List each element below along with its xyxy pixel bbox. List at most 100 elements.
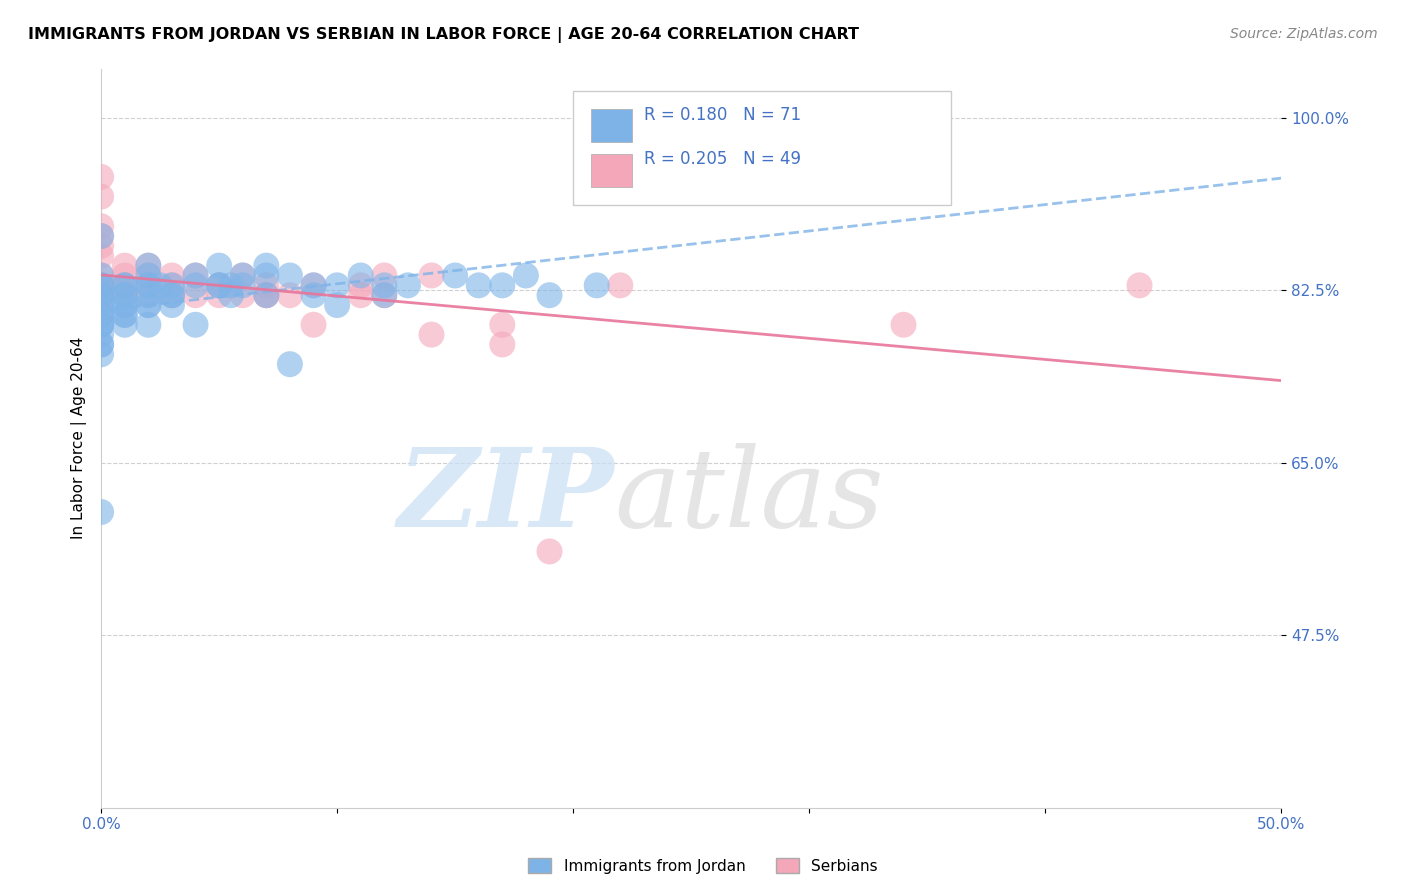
Point xyxy=(90,327,112,342)
Point xyxy=(278,357,301,371)
Point xyxy=(278,288,301,302)
Point xyxy=(136,259,159,273)
Point xyxy=(160,278,183,293)
Point xyxy=(136,268,159,283)
Point xyxy=(90,308,112,322)
Point xyxy=(681,150,703,164)
Point xyxy=(90,298,112,312)
Point xyxy=(136,278,159,293)
Point xyxy=(90,337,112,351)
Point xyxy=(538,288,561,302)
Point xyxy=(467,278,489,293)
Point xyxy=(90,249,112,263)
Text: R = 0.180   N = 71: R = 0.180 N = 71 xyxy=(644,106,801,124)
Point xyxy=(184,318,207,332)
FancyBboxPatch shape xyxy=(591,153,633,186)
Point xyxy=(90,318,112,332)
Point xyxy=(326,278,349,293)
Point xyxy=(491,278,513,293)
Point xyxy=(350,288,373,302)
Point xyxy=(184,288,207,302)
Point xyxy=(136,298,159,312)
Point xyxy=(208,278,231,293)
Point xyxy=(136,318,159,332)
Point xyxy=(136,278,159,293)
Point xyxy=(208,278,231,293)
Point xyxy=(90,298,112,312)
Point xyxy=(160,268,183,283)
Point xyxy=(114,268,136,283)
Point xyxy=(491,318,513,332)
Point xyxy=(90,318,112,332)
Point xyxy=(90,169,112,184)
Point xyxy=(232,268,254,283)
Point xyxy=(90,278,112,293)
Point xyxy=(90,505,112,519)
Point xyxy=(208,259,231,273)
Point xyxy=(373,278,395,293)
Point xyxy=(350,278,373,293)
Point xyxy=(90,268,112,283)
Point xyxy=(136,278,159,293)
Point xyxy=(184,278,207,293)
Point xyxy=(90,288,112,302)
Point xyxy=(136,288,159,302)
Legend: Immigrants from Jordan, Serbians: Immigrants from Jordan, Serbians xyxy=(522,852,884,880)
Point xyxy=(350,268,373,283)
Point xyxy=(90,288,112,302)
Point xyxy=(219,288,242,302)
Point xyxy=(254,288,277,302)
Point xyxy=(160,288,183,302)
Point xyxy=(114,298,136,312)
Point xyxy=(160,298,183,312)
Point xyxy=(90,189,112,203)
Text: atlas: atlas xyxy=(614,443,884,551)
Point xyxy=(515,268,537,283)
Point xyxy=(254,268,277,283)
Point xyxy=(1128,278,1150,293)
Point xyxy=(373,288,395,302)
Point xyxy=(302,288,325,302)
Point xyxy=(90,219,112,234)
Point xyxy=(302,278,325,293)
Point xyxy=(893,318,915,332)
Point xyxy=(114,278,136,293)
Point xyxy=(396,278,419,293)
Point xyxy=(491,337,513,351)
Point xyxy=(90,288,112,302)
Point xyxy=(136,259,159,273)
Point xyxy=(326,298,349,312)
Point xyxy=(373,268,395,283)
Point xyxy=(254,288,277,302)
Point xyxy=(90,288,112,302)
Point xyxy=(114,288,136,302)
Point xyxy=(208,278,231,293)
Point xyxy=(90,268,112,283)
Point xyxy=(184,268,207,283)
Point xyxy=(232,288,254,302)
Text: ZIP: ZIP xyxy=(398,443,614,551)
Point xyxy=(538,544,561,558)
Point xyxy=(160,288,183,302)
Point xyxy=(149,278,172,293)
Point xyxy=(302,318,325,332)
Point xyxy=(114,278,136,293)
Point xyxy=(114,288,136,302)
Y-axis label: In Labor Force | Age 20-64: In Labor Force | Age 20-64 xyxy=(72,337,87,540)
Point xyxy=(90,347,112,361)
Point xyxy=(208,288,231,302)
Point xyxy=(302,278,325,293)
Point xyxy=(136,298,159,312)
Point xyxy=(160,288,183,302)
Point xyxy=(114,308,136,322)
Text: IMMIGRANTS FROM JORDAN VS SERBIAN IN LABOR FORCE | AGE 20-64 CORRELATION CHART: IMMIGRANTS FROM JORDAN VS SERBIAN IN LAB… xyxy=(28,27,859,43)
Point xyxy=(420,327,443,342)
Point xyxy=(90,337,112,351)
Point xyxy=(90,278,112,293)
Point xyxy=(90,278,112,293)
Point xyxy=(90,278,112,293)
Point xyxy=(90,229,112,244)
FancyBboxPatch shape xyxy=(574,91,950,205)
Text: Source: ZipAtlas.com: Source: ZipAtlas.com xyxy=(1230,27,1378,41)
Point xyxy=(90,308,112,322)
